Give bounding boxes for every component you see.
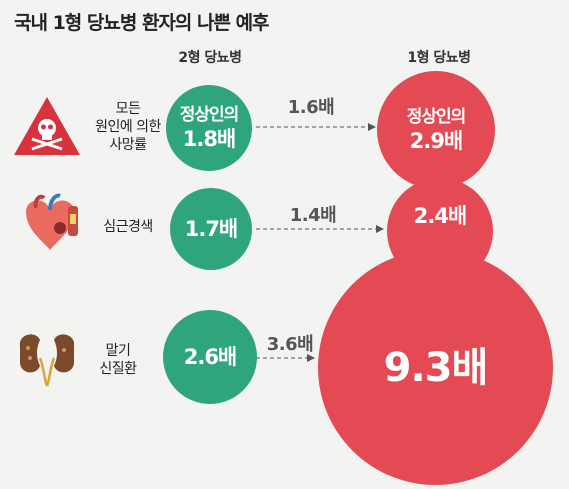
column-header-type1: 1형 당뇨병 (407, 50, 471, 66)
ratio-esrd: 3.6배 (266, 334, 314, 355)
ratio-mi: 1.4배 (289, 205, 337, 226)
type1-circle-esrd: 9.3배 (318, 250, 553, 485)
row-label-mortality: 모든 원인에 의한 사망률 (95, 101, 161, 153)
arrowhead-mortality (368, 123, 376, 131)
type2-circle-mortality: 정상인의 1.8배 (166, 85, 252, 171)
skull-warning-icon (12, 95, 82, 157)
type2-circle-esrd: 2.6배 (163, 310, 257, 404)
page-title: 국내 1형 당뇨병 환자의 나쁜 예후 (14, 12, 270, 34)
row-label-esrd: 말기 신질환 (99, 343, 137, 377)
kidney-icon (14, 328, 80, 388)
arrowhead-mi (376, 225, 384, 233)
column-header-type2: 2형 당뇨병 (178, 50, 242, 66)
type1-circle-mortality: 정상인의 2.9배 (377, 71, 495, 189)
type2-circle-mi: 1.7배 (170, 188, 252, 270)
ratio-mortality: 1.6배 (287, 97, 335, 118)
row-label-mi: 심근경색 (103, 219, 153, 235)
heart-icon (16, 190, 80, 254)
arrowhead-esrd (307, 354, 315, 362)
